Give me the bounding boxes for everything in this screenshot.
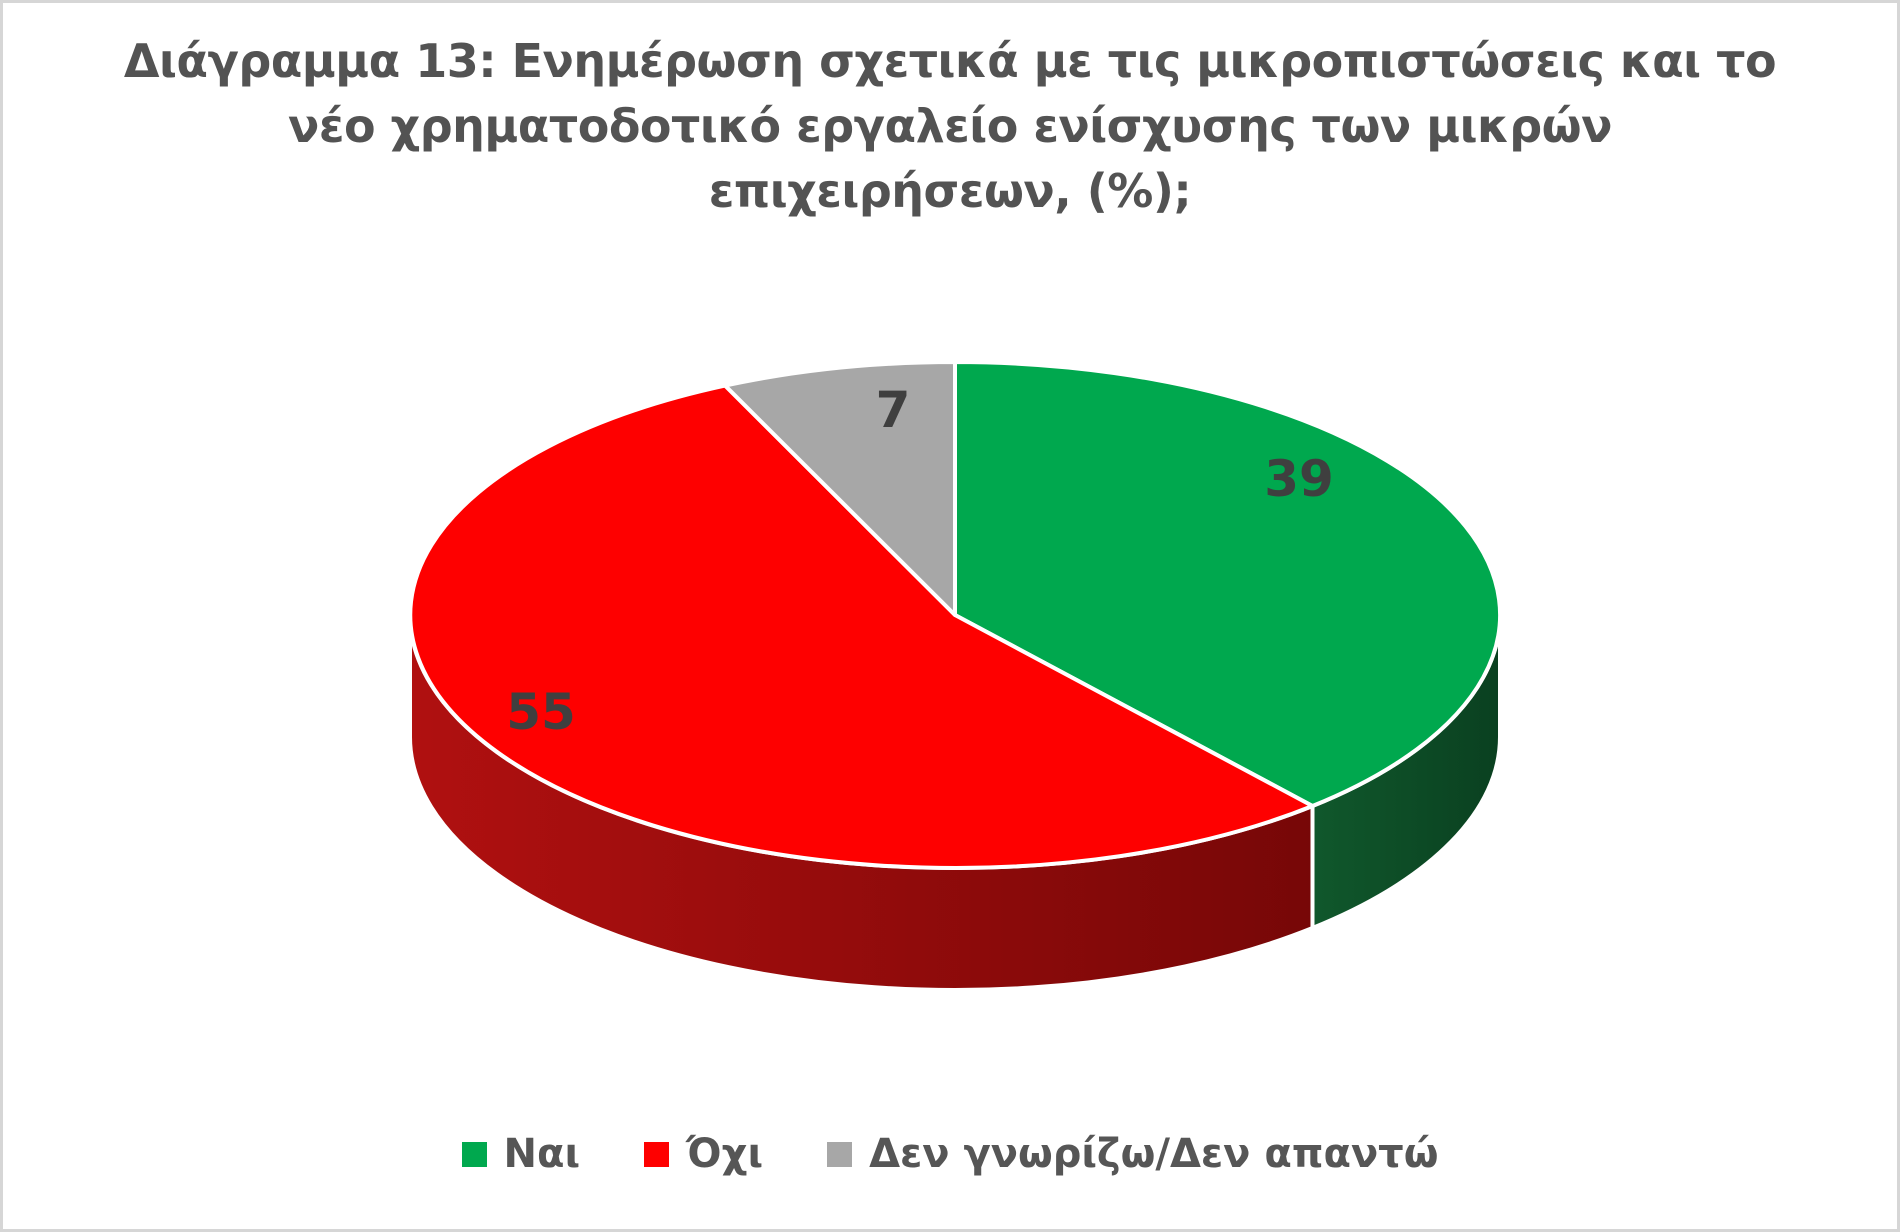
pie-slice-1	[408, 383, 1315, 870]
data-label-nai: 39	[1264, 450, 1334, 508]
legend-label-nai: Ναι	[503, 1131, 581, 1177]
pie-slice-0	[953, 360, 1503, 808]
legend-swatch-nai-icon	[461, 1141, 487, 1167]
title-line-1: Διάγραμμα 13: Ενημέρωση σχετικά με τις μ…	[123, 34, 1777, 88]
title-line-2: νέο χρηματοδοτικό εργαλείο ενίσχυσης των…	[288, 99, 1612, 153]
legend-item-dg-da: Δεν γνωρίζω/Δεν απαντώ	[827, 1131, 1438, 1177]
legend-label-dg-da: Δεν γνωρίζω/Δεν απαντώ	[869, 1131, 1439, 1177]
pie-top-faces	[408, 360, 1503, 870]
title-line-3: επιχειρήσεων, (%);	[708, 164, 1192, 218]
pie-chart: 39 55 7	[408, 360, 1503, 993]
legend-item-nai: Ναι	[461, 1131, 581, 1177]
legend-item-oxi: Όχι	[644, 1131, 763, 1177]
legend-label-oxi: Όχι	[686, 1131, 764, 1177]
data-label-oxi: 55	[506, 683, 576, 741]
page-title: Διάγραμμα 13: Ενημέρωση σχετικά με τις μ…	[3, 29, 1897, 224]
legend-swatch-dg-da-icon	[827, 1141, 853, 1167]
legend-swatch-oxi-icon	[644, 1141, 670, 1167]
chart-legend: Ναι Όχι Δεν γνωρίζω/Δεν απαντώ	[3, 1131, 1897, 1177]
pie-slice-2	[723, 360, 957, 617]
pie-data-labels: 39 55 7	[506, 381, 1334, 741]
data-label-dg-da: 7	[876, 381, 911, 439]
